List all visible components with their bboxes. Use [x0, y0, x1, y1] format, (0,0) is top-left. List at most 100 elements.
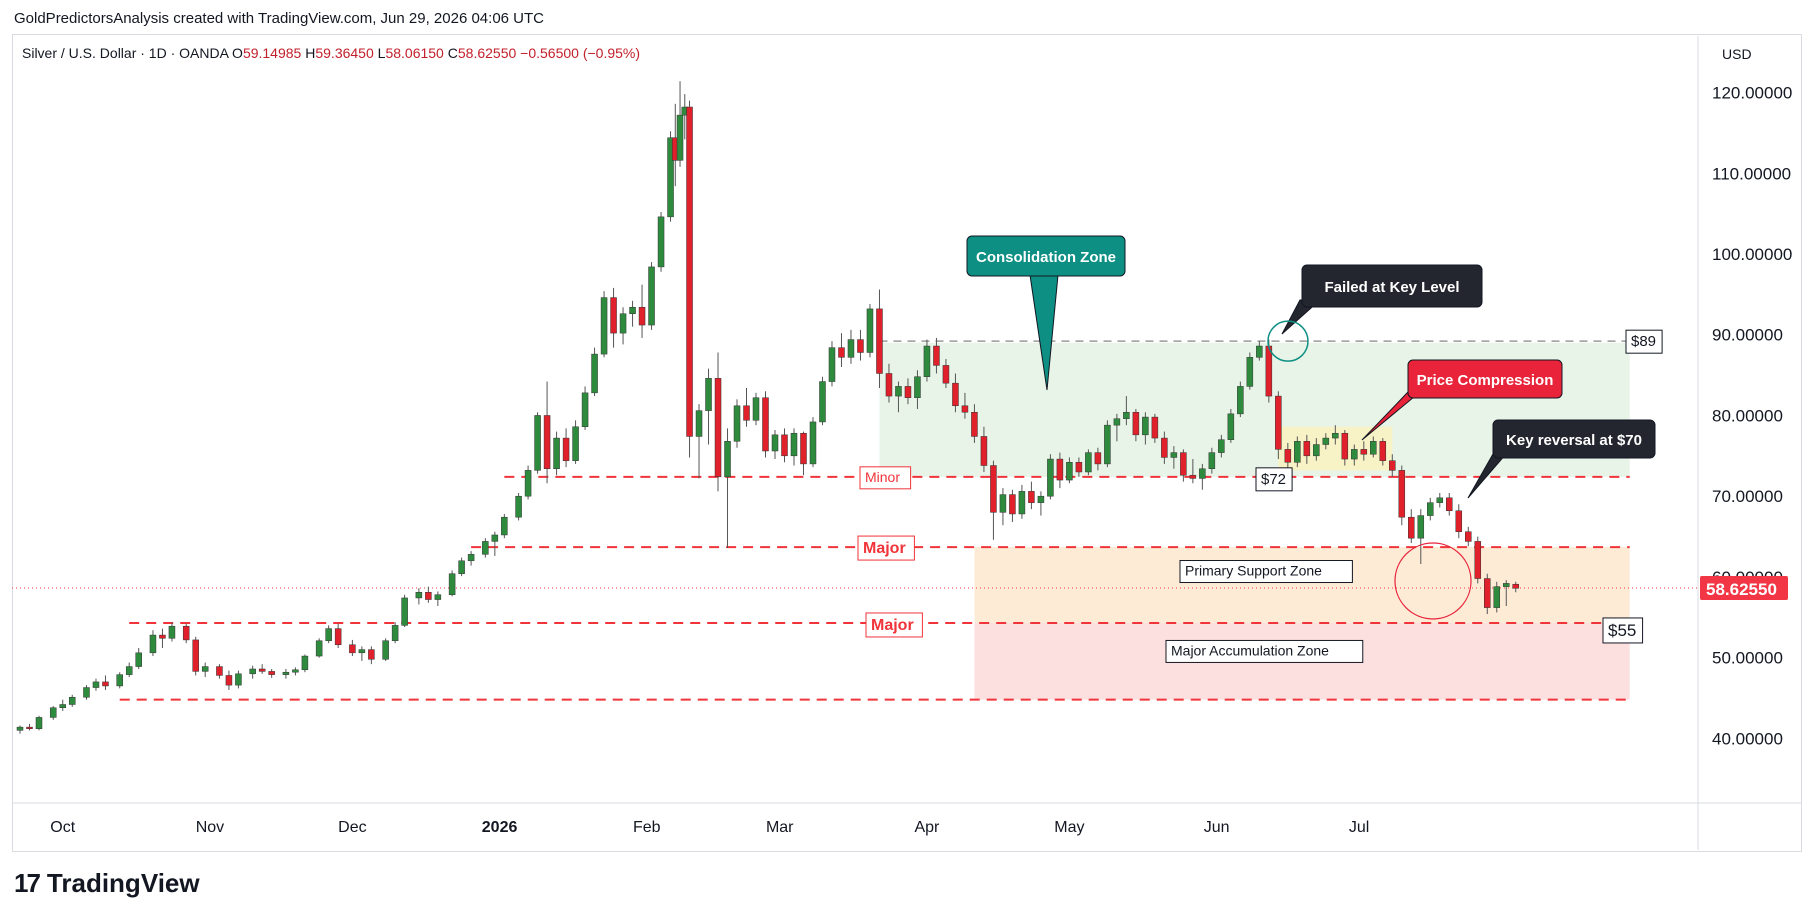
candle-body	[268, 671, 275, 675]
candle-body	[415, 592, 423, 599]
candle-body	[876, 308, 883, 374]
candle	[391, 622, 399, 644]
candle-body	[952, 382, 959, 407]
candle-body	[1436, 497, 1444, 503]
candle	[448, 570, 456, 597]
candle-body	[92, 681, 100, 688]
candle-body	[282, 671, 290, 675]
candle-body	[1113, 418, 1121, 426]
symbol-line: Silver / U.S. Dollar · 1D · OANDA O59.14…	[22, 45, 640, 61]
candle-body	[1085, 452, 1092, 473]
candle-body	[553, 437, 560, 469]
candle	[733, 399, 741, 448]
x-tick-label: Apr	[914, 819, 940, 836]
failed-callout-box	[1301, 264, 1483, 308]
candle-body	[1037, 495, 1045, 503]
candle-body	[382, 640, 389, 660]
candle-body	[1512, 583, 1520, 589]
tag-55: $55	[1608, 621, 1636, 640]
chart-frame[interactable]	[12, 34, 1802, 852]
candle	[1332, 425, 1339, 445]
candle-body	[1094, 452, 1102, 465]
candle-body	[1246, 357, 1254, 387]
candle-body	[425, 592, 432, 600]
candle-body	[235, 673, 242, 686]
change-value: −0.56500 (−0.95%)	[520, 45, 640, 61]
candle	[914, 370, 921, 410]
candle-body	[448, 573, 456, 595]
candle	[159, 628, 166, 648]
candle	[591, 347, 598, 397]
candle-body	[192, 639, 199, 672]
candles-layer	[16, 81, 1520, 734]
candle	[168, 622, 176, 642]
candle-body	[391, 625, 399, 641]
candle-body	[301, 655, 309, 671]
candle-body	[434, 594, 442, 600]
candle	[543, 381, 551, 484]
candle	[1322, 433, 1330, 450]
x-tick-label: Mar	[766, 819, 794, 836]
candle-body	[315, 640, 323, 657]
candle	[182, 623, 190, 644]
candle-body	[334, 628, 342, 646]
candle	[629, 300, 636, 327]
candle-body	[83, 687, 90, 698]
candle	[1398, 465, 1406, 526]
candle	[534, 412, 541, 474]
candle-body	[1284, 449, 1292, 463]
candle-body	[135, 652, 142, 667]
candle	[83, 685, 90, 700]
candle-body	[705, 378, 712, 411]
candle	[1512, 581, 1520, 593]
candle-body	[401, 597, 408, 626]
candle	[819, 376, 826, 426]
candle	[1028, 481, 1035, 510]
candle-body	[1237, 386, 1244, 415]
candle	[1180, 449, 1187, 482]
candle-body	[1218, 439, 1225, 453]
open-label: O	[232, 45, 243, 61]
candle-body	[1009, 494, 1016, 515]
candle	[26, 723, 33, 731]
candle-body	[771, 434, 779, 452]
major-accumulation-label: Major Accumulation Zone	[1171, 642, 1329, 658]
y-tick-label: 110.00000	[1712, 164, 1791, 183]
candle	[572, 420, 579, 464]
last-price-tag	[1700, 576, 1788, 601]
candle-body	[1303, 441, 1311, 457]
minor-label-box	[859, 466, 912, 490]
tag-72-box	[1255, 467, 1293, 492]
candle	[425, 586, 432, 603]
candle	[1208, 447, 1216, 474]
candle	[1037, 491, 1045, 516]
tradingview-brand[interactable]: 17 TradingView	[14, 868, 200, 899]
candle-body	[524, 470, 532, 497]
candle-body	[1047, 458, 1054, 497]
candle	[1360, 441, 1368, 461]
candle-body	[1370, 441, 1377, 455]
candle-body	[1389, 460, 1396, 471]
candle	[1503, 580, 1510, 607]
candle	[68, 694, 76, 707]
candle-body	[543, 415, 551, 469]
candle	[1379, 438, 1387, 466]
candle-body	[16, 726, 24, 731]
candle	[1436, 492, 1444, 508]
candle-body	[201, 666, 209, 672]
minor-label: Minor	[865, 469, 900, 485]
candle	[382, 638, 389, 661]
candle-body	[1256, 345, 1263, 358]
y-tick-label: 90.00000	[1712, 326, 1783, 345]
candle	[125, 662, 133, 678]
major-label-upper-box	[857, 535, 915, 561]
candle	[847, 329, 855, 364]
candle-body	[914, 376, 921, 398]
candle	[1123, 396, 1130, 426]
candle	[771, 429, 779, 460]
primary-support-label: Primary Support Zone	[1185, 563, 1322, 579]
tag-89-box	[1625, 329, 1663, 354]
candle	[59, 699, 66, 711]
candle-body	[116, 674, 123, 687]
